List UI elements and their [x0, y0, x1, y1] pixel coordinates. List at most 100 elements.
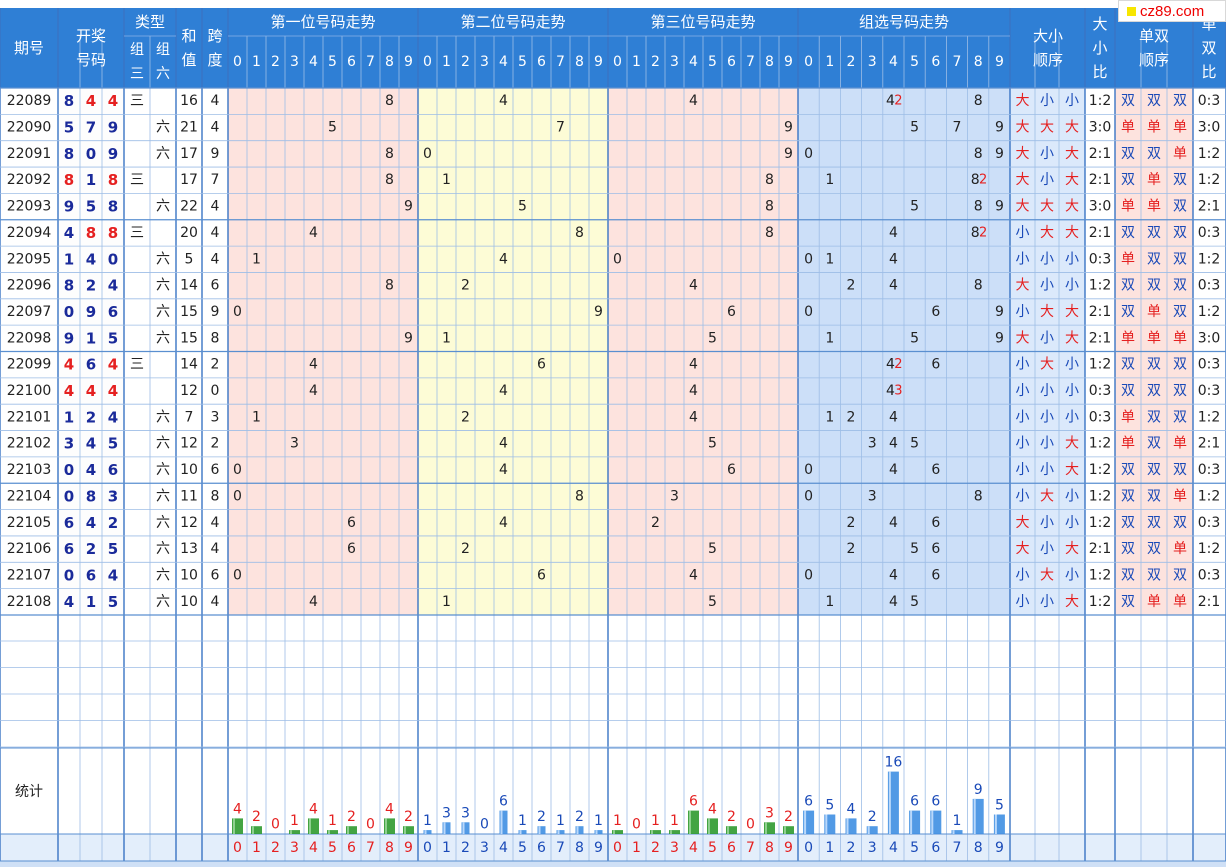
period-cell: 22108 [7, 594, 52, 610]
draw-number: 1 [64, 408, 74, 426]
group-hit: 1 [825, 409, 834, 425]
header-digit: 4 [689, 54, 698, 70]
pos1-hit: 8 [385, 278, 394, 294]
pos2-stat-bar [556, 830, 565, 834]
group-stat-value: 9 [974, 782, 983, 798]
pos3-hit: 9 [784, 146, 793, 162]
pos1-stat-value: 1 [328, 813, 337, 829]
oe-order-cell: 双 [1121, 225, 1135, 241]
pos1-hit: 6 [347, 515, 356, 531]
bs-ratio-cell: 0:3 [1089, 251, 1112, 267]
period-cell: 22106 [7, 541, 52, 557]
oe-order-cell: 单 [1173, 120, 1187, 136]
header-draw-line2: 号码 [76, 51, 106, 69]
group-hit: 8 [974, 146, 983, 162]
draw-number: 5 [108, 540, 118, 558]
group-hit: 9 [995, 330, 1004, 346]
axis-digit: 6 [727, 840, 736, 856]
draw-number: 4 [108, 408, 118, 426]
pos3-hit: 5 [708, 436, 717, 452]
axis-digit: 3 [480, 840, 489, 856]
group-repeat-count: 2 [894, 357, 902, 372]
group-stat-bar-shine [973, 798, 976, 834]
header-digit: 6 [931, 54, 940, 70]
period-cell: 22097 [7, 304, 52, 320]
bs-ratio-cell: 1:2 [1089, 436, 1112, 452]
pos3-hit: 4 [689, 383, 698, 399]
period-cell: 22090 [7, 120, 52, 136]
pos2-hit: 4 [499, 93, 508, 109]
pos1-hit: 9 [404, 199, 413, 215]
draw-number: 4 [64, 593, 74, 611]
header-digit: 7 [366, 54, 375, 70]
group-hit: 4 [886, 383, 895, 399]
pos2-stat-value: 3 [442, 805, 451, 821]
group-stat-value: 5 [825, 798, 834, 814]
group-hit: 6 [931, 462, 940, 478]
group-stat-bar-shine [888, 771, 891, 834]
group-stat-bar [993, 814, 1005, 834]
oe-order-cell: 单 [1147, 172, 1161, 188]
header-type-z6-b: 六 [156, 66, 170, 82]
type-z6-cell: 六 [156, 462, 170, 478]
bs-order-cell: 大 [1040, 304, 1054, 320]
pos1-stat-value: 1 [290, 813, 299, 829]
group-hit: 1 [825, 251, 834, 267]
bs-order-cell: 小 [1040, 93, 1054, 109]
draw-number: 4 [86, 514, 96, 532]
oe-order-cell: 双 [1121, 383, 1135, 399]
header-span-a: 跨 [207, 27, 222, 45]
group-hit: 4 [886, 357, 895, 373]
group-stat-bar [951, 830, 963, 834]
group-hit: 1 [825, 330, 834, 346]
oe-ratio-cell: 0:3 [1198, 278, 1221, 294]
group-stat-value: 2 [868, 809, 877, 825]
span-cell: 2 [211, 436, 220, 452]
bs-ratio-cell: 1:2 [1089, 594, 1112, 610]
header-digit: 8 [765, 54, 774, 70]
draw-number: 4 [108, 92, 118, 110]
header-span-b: 度 [207, 51, 222, 69]
group-hit: 0 [804, 146, 813, 162]
oe-order-cell: 单 [1121, 251, 1135, 267]
pos2-stat-bar-shine [462, 822, 465, 834]
span-cell: 6 [211, 462, 220, 478]
oe-order-cell: 双 [1147, 567, 1161, 583]
pos1-stat-bar-shine [385, 818, 387, 834]
pos3-stat-value: 4 [708, 801, 717, 817]
bs-order-cell: 小 [1040, 462, 1054, 478]
draw-number: 8 [64, 145, 74, 163]
axis-digit: 9 [404, 840, 413, 856]
header-type-z3-a: 组 [130, 42, 144, 58]
oe-order-cell: 双 [1121, 462, 1135, 478]
bs-order-cell: 小 [1065, 488, 1079, 504]
axis-digit: 2 [461, 840, 470, 856]
oe-order-cell: 双 [1173, 172, 1187, 188]
group-stat-value: 16 [884, 755, 902, 771]
group-hit: 6 [931, 567, 940, 583]
sum-cell: 7 [185, 409, 194, 425]
pos1-hit: 0 [233, 488, 242, 504]
draw-number: 4 [108, 382, 118, 400]
sum-cell: 14 [180, 357, 198, 373]
site-logo[interactable]: cz89.com [1118, 0, 1226, 22]
pos2-stat-value: 0 [480, 817, 489, 833]
pos3-stat-value: 6 [689, 794, 698, 810]
bs-ratio-cell: 2:1 [1089, 330, 1112, 346]
axis-digit: 8 [765, 840, 774, 856]
group-stat-value: 5 [995, 798, 1004, 814]
axis-digit: 3 [290, 840, 299, 856]
pos1-stat-bar [384, 818, 395, 834]
pos1-stat-value: 2 [404, 809, 413, 825]
pos1-stat-bar-shine [233, 818, 235, 834]
oe-ratio-cell: 1:2 [1198, 488, 1221, 504]
axis-digit: 0 [423, 840, 432, 856]
stat-axis-row [0, 834, 1226, 861]
group-hit: 0 [804, 251, 813, 267]
bs-order-cell: 大 [1065, 120, 1079, 136]
draw-number: 4 [108, 356, 118, 374]
pos2-stat-value: 1 [423, 813, 432, 829]
span-cell: 4 [211, 515, 220, 531]
axis-digit: 2 [651, 840, 660, 856]
pos1-hit: 0 [233, 304, 242, 320]
